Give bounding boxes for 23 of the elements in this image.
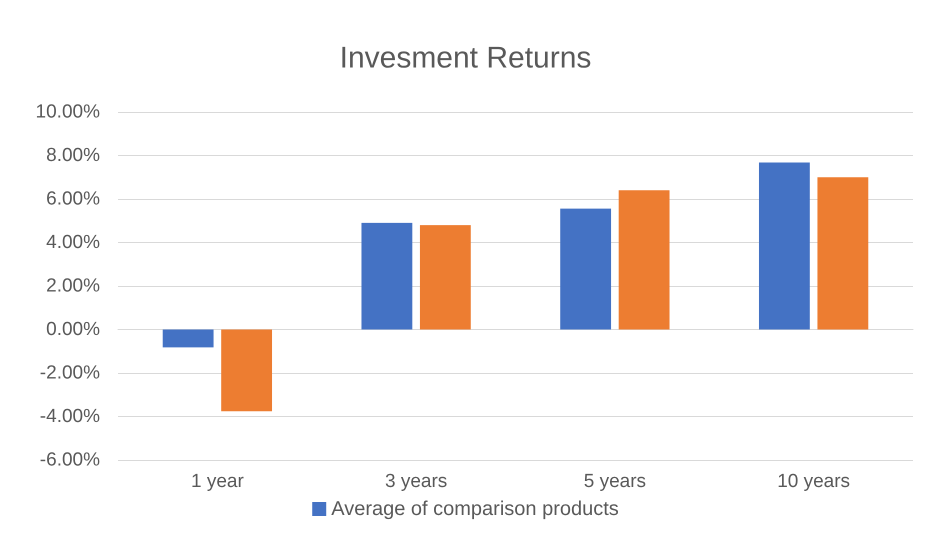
bar	[361, 222, 412, 330]
y-tick-label: -2.00%	[40, 362, 100, 384]
y-tick-label: -4.00%	[40, 406, 100, 427]
x-tick-label: 5 years	[584, 471, 646, 492]
bar	[758, 162, 810, 330]
bar	[221, 330, 272, 412]
legend-label: Average of comparison products	[331, 498, 619, 520]
x-tick-label: 10 years	[777, 471, 850, 492]
bar	[162, 330, 214, 348]
y-tick-label: 10.00%	[36, 102, 100, 122]
bar	[560, 208, 612, 330]
y-tick-label: 0.00%	[46, 319, 100, 340]
y-tick-label: 6.00%	[46, 188, 100, 210]
bar	[420, 225, 471, 330]
y-tick-label: -6.00%	[40, 450, 100, 470]
bar	[817, 177, 868, 330]
chart-title: Invesment Returns	[340, 42, 592, 74]
x-tick-label: 3 years	[384, 471, 448, 492]
x-tick-label: 1 year	[190, 471, 244, 492]
y-tick-label: 2.00%	[46, 276, 100, 296]
y-tick-label: 8.00%	[46, 145, 100, 166]
bar	[618, 190, 670, 330]
y-tick-label: 4.00%	[46, 232, 100, 253]
